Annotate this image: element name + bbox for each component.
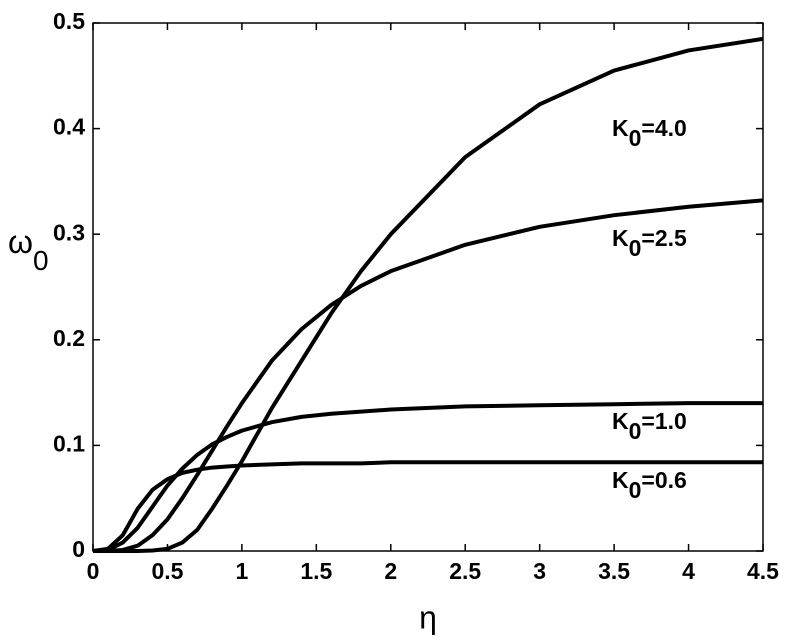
curve-label-sub: 0 — [629, 418, 642, 444]
y-tick-label: 0.5 — [53, 8, 85, 34]
curve — [93, 36, 764, 553]
y-axis-label-main: ω — [8, 224, 33, 260]
curve-label-sub: 0 — [629, 125, 642, 151]
curve-label-main: K — [612, 115, 629, 141]
x-tick-label: 1 — [235, 558, 248, 584]
curve-label-main: K — [612, 467, 629, 493]
curve — [93, 198, 764, 553]
y-tick-label: 0.4 — [53, 114, 85, 140]
x-axis-label: η — [419, 599, 437, 635]
curve-label-sub: 0 — [629, 235, 642, 261]
curve-label-main: K — [612, 408, 629, 434]
x-tick-label: 1.5 — [300, 558, 332, 584]
curve-label-rest: =1.0 — [641, 408, 686, 434]
y-axis-label: ω0 — [8, 224, 49, 276]
x-tick-label: 2 — [384, 558, 397, 584]
curve-label-rest: =0.6 — [641, 467, 686, 493]
x-tick-label: 3 — [533, 558, 546, 584]
y-axis-label-sub: 0 — [33, 245, 49, 276]
curve-label: K0=0.6 — [612, 467, 687, 503]
x-tick-label: 4.5 — [747, 558, 779, 584]
x-tick-label: 3.5 — [598, 558, 630, 584]
curve-label: K0=4.0 — [612, 115, 687, 151]
y-tick-label: 0 — [72, 536, 85, 562]
curve-label-sub: 0 — [629, 477, 642, 503]
x-tick-label: 2.5 — [449, 558, 481, 584]
curve-label-main: K — [612, 225, 629, 251]
curve-label-rest: =2.5 — [641, 225, 687, 251]
curve — [92, 401, 763, 553]
y-tick-label: 0.3 — [53, 219, 85, 245]
curve — [92, 460, 763, 553]
curve-label: K0=1.0 — [612, 408, 687, 444]
curve-label: K0=2.5 — [612, 225, 687, 261]
curve-label-rest: =4.0 — [641, 115, 686, 141]
x-tick-label: 4 — [682, 558, 695, 584]
y-tick-label: 0.2 — [53, 325, 85, 351]
plot-frame — [92, 22, 764, 552]
x-tick-label: 0 — [87, 558, 100, 584]
x-tick-label: 0.5 — [151, 558, 183, 584]
y-tick-label: 0.1 — [53, 430, 85, 456]
